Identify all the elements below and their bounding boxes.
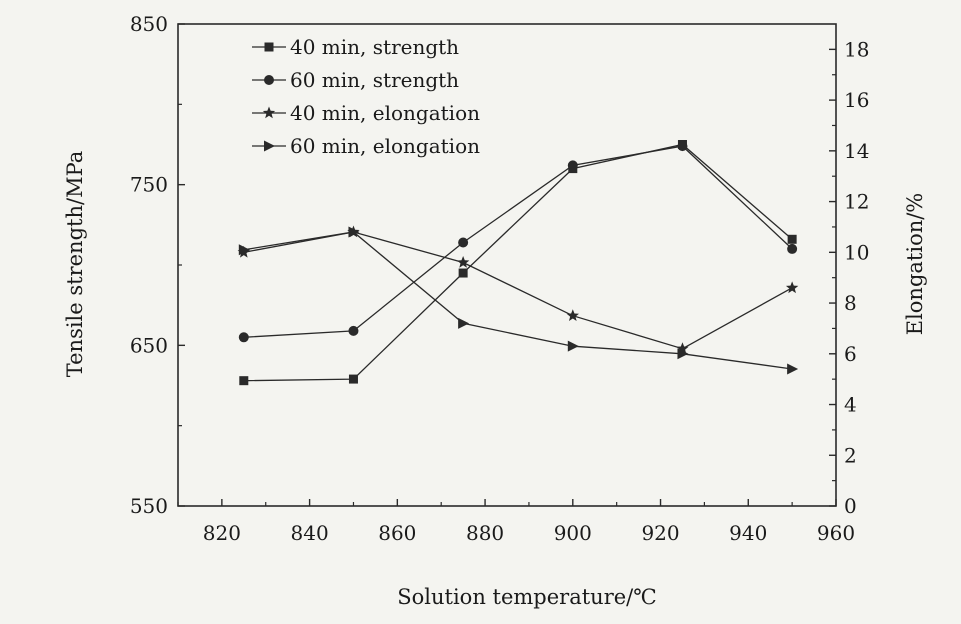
series-1 bbox=[239, 140, 797, 386]
series-2-point bbox=[567, 160, 578, 171]
series-layer bbox=[237, 140, 799, 386]
legend-entry-3: 40 min, elongation bbox=[252, 101, 480, 125]
series-1-line bbox=[243, 143, 793, 382]
y-right-tick-label: 12 bbox=[844, 190, 869, 214]
x-tick-label: 940 bbox=[729, 521, 767, 545]
x-tick-label: 860 bbox=[378, 521, 416, 545]
series-2-line bbox=[243, 145, 793, 338]
y-right-tick-label: 2 bbox=[844, 443, 857, 467]
series-4-point bbox=[238, 244, 250, 256]
legend-marker bbox=[264, 42, 274, 52]
series-3-point bbox=[785, 281, 799, 294]
series-4-point bbox=[567, 340, 579, 352]
series-1-point bbox=[787, 234, 797, 244]
series-2-point bbox=[677, 141, 688, 152]
x-axis-title: Solution temperature/℃ bbox=[397, 585, 656, 609]
y-right-tick-label: 14 bbox=[844, 139, 869, 163]
y-right-tick-label: 10 bbox=[844, 240, 869, 264]
series-2 bbox=[238, 141, 798, 343]
x-tick-label: 880 bbox=[466, 521, 504, 545]
y-right-tick-label: 4 bbox=[844, 393, 857, 417]
y-left-tick-label: 750 bbox=[130, 173, 168, 197]
series-4-point bbox=[348, 226, 360, 238]
y-right-tick-label: 18 bbox=[844, 37, 869, 61]
plot-frame bbox=[177, 23, 837, 507]
legend-label: 60 min, elongation bbox=[290, 134, 480, 158]
series-2-point bbox=[348, 325, 359, 336]
legend-entry-1: 40 min, strength bbox=[252, 35, 459, 59]
series-4 bbox=[238, 226, 799, 375]
y-right-tick-label: 8 bbox=[844, 291, 857, 315]
axes-layer: 820 840 860 880 900 920 940 960 550 650 750 850 0 2 4 6… bbox=[130, 12, 870, 545]
y-axis-left-title: Tensile strength/MPa bbox=[63, 151, 87, 378]
legend-label: 40 min, elongation bbox=[290, 101, 480, 125]
series-3-point bbox=[676, 342, 689, 354]
legend-marker bbox=[264, 75, 274, 85]
legend-label: 60 min, strength bbox=[290, 68, 459, 92]
series-3-line bbox=[243, 231, 793, 350]
x-tick-label: 900 bbox=[554, 521, 592, 545]
y-axis-right-title: Elongation/% bbox=[903, 193, 927, 336]
series-4-line bbox=[243, 231, 793, 370]
x-tick-label: 840 bbox=[291, 521, 329, 545]
legend-entry-4: 60 min, elongation bbox=[252, 134, 480, 158]
y-right-tick-label: 6 bbox=[844, 342, 857, 366]
series-4-point bbox=[677, 348, 689, 360]
series-1-point bbox=[348, 374, 358, 384]
series-2-point bbox=[458, 237, 469, 248]
legend-marker bbox=[262, 106, 276, 119]
series-2-point bbox=[238, 332, 249, 343]
legend-entry-2: 60 min, strength bbox=[252, 68, 459, 92]
x-tick-label: 960 bbox=[817, 521, 855, 545]
series-3-point bbox=[566, 309, 579, 321]
x-tick-label: 820 bbox=[203, 521, 241, 545]
y-left-tick-label: 650 bbox=[130, 333, 168, 357]
series-1-point bbox=[239, 376, 249, 386]
y-right-tick-label: 0 bbox=[844, 494, 857, 518]
series-4-point bbox=[787, 363, 799, 375]
x-tick-label: 920 bbox=[641, 521, 679, 545]
y-left-tick-label: 850 bbox=[130, 12, 168, 36]
legend-label: 40 min, strength bbox=[290, 35, 459, 59]
y-right-tick-label: 16 bbox=[844, 88, 869, 112]
series-4-point bbox=[458, 317, 470, 329]
series-3-point bbox=[456, 255, 470, 268]
series-1-point bbox=[458, 268, 468, 278]
legend-marker bbox=[264, 140, 275, 152]
y-left-tick-label: 550 bbox=[130, 494, 168, 518]
legend: 40 min, strength 60 min, strength 40 min, … bbox=[252, 35, 480, 158]
series-2-point bbox=[787, 243, 798, 254]
